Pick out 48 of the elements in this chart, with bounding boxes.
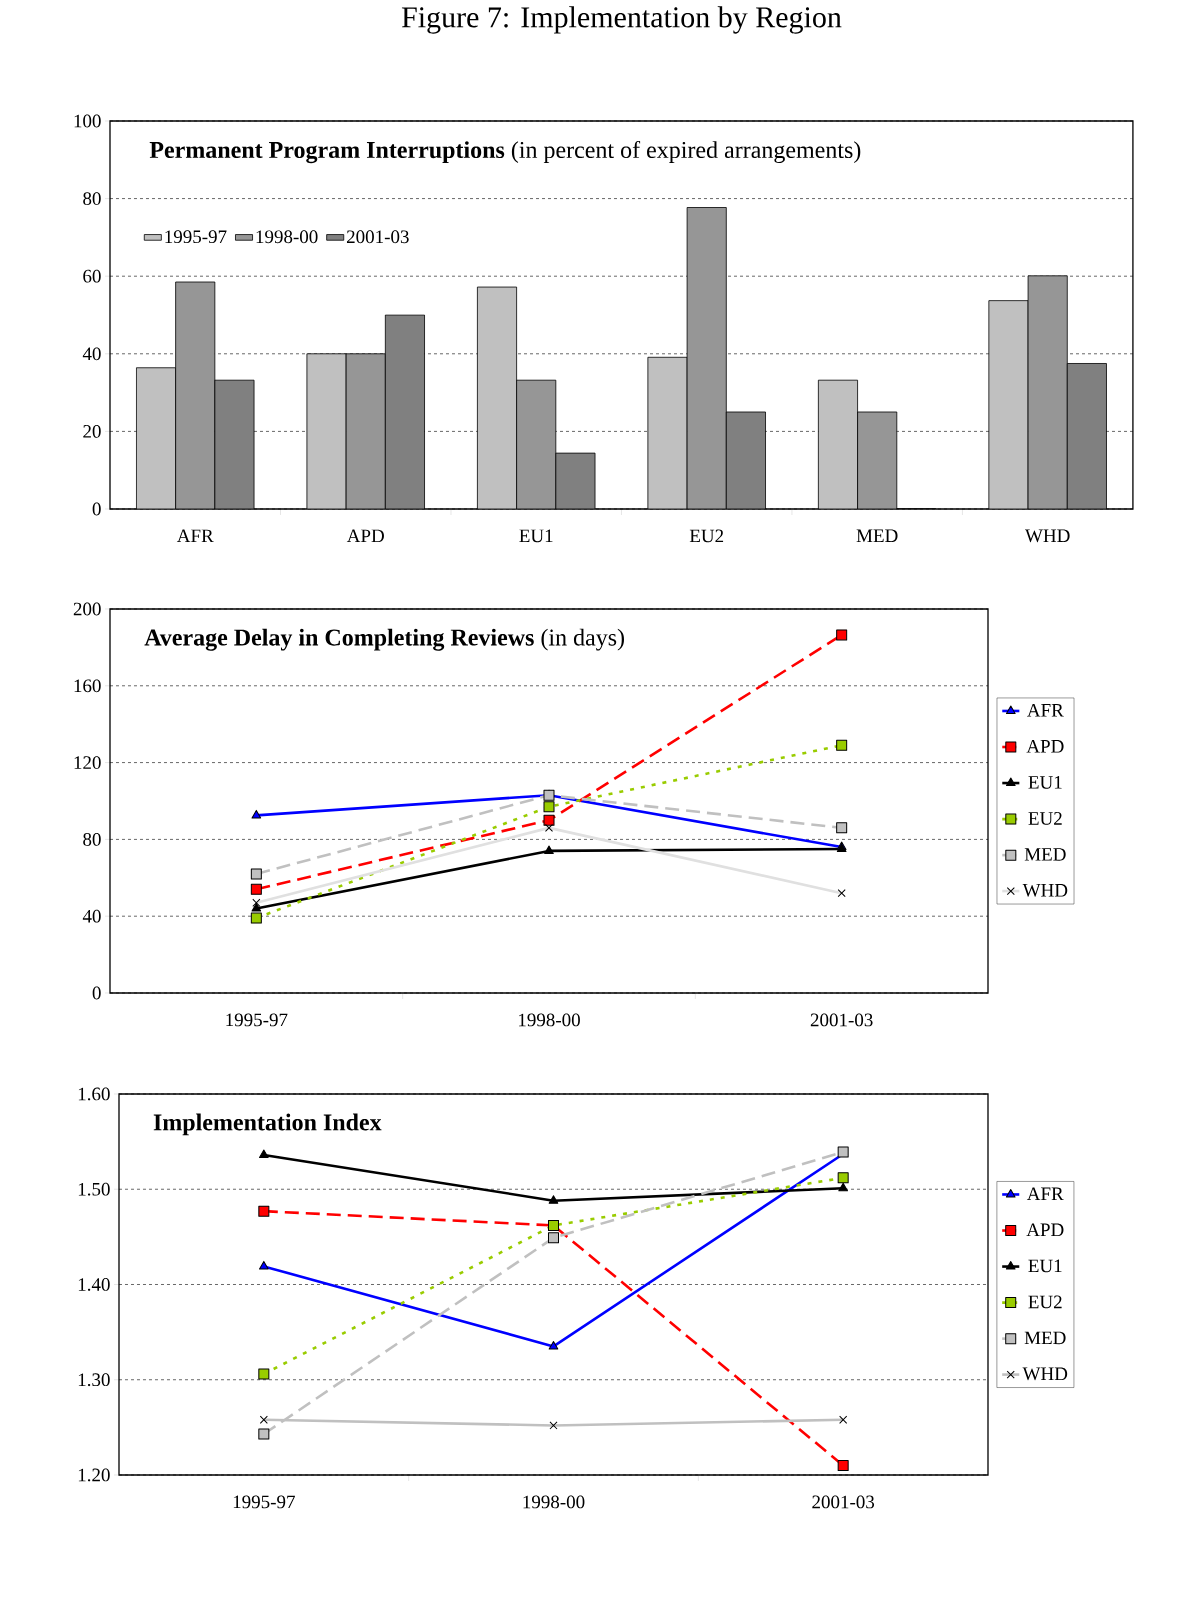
y-tick-label: 40: [82, 909, 101, 923]
y-tick-label: 160: [74, 679, 101, 693]
x-tick-label: 1995-97: [233, 1495, 295, 1509]
legend-label: MED: [1024, 848, 1066, 861]
y-tick-label: 100: [74, 114, 101, 128]
y-tick-label: 0: [92, 502, 101, 516]
legend-label: 1995-97: [165, 230, 227, 244]
legend-label: EU1: [1028, 776, 1062, 789]
legend-label: WHD: [1022, 884, 1068, 897]
legend-label: EU2: [1028, 812, 1062, 825]
x-tick-label: AFR: [176, 529, 214, 543]
x-tick-label: 1995-97: [226, 1013, 288, 1027]
y-tick-label: 0: [92, 986, 101, 1000]
y-tick-label: 1.30: [78, 1373, 110, 1387]
legend-label: AFR: [1026, 1187, 1064, 1200]
text: Implementation Index: [153, 1113, 382, 1136]
y-tick-label: 120: [74, 756, 101, 770]
legend-label: WHD: [1022, 1367, 1068, 1381]
legend-label: MED: [1024, 1331, 1066, 1345]
y-tick-label: 20: [83, 424, 101, 438]
x-tick-label: 1998-00: [523, 1495, 585, 1509]
x-tick-label: EU2: [689, 529, 724, 543]
y-tick-label: 60: [83, 269, 101, 283]
x-tick-label: MED: [856, 529, 898, 542]
text: Permanent Program Interruptions (in percent of expired arrangements): [149, 140, 861, 164]
legend-label: AFR: [1027, 703, 1064, 717]
y-tick-label: 1.50: [78, 1182, 110, 1196]
x-tick-label: EU1: [519, 529, 553, 543]
x-tick-label: WHD: [1025, 529, 1070, 543]
y-tick-label: 40: [82, 347, 101, 361]
y-tick-label: 80: [83, 832, 101, 846]
y-tick-label: 1.60: [78, 1087, 110, 1101]
x-tick-label: 2001-03: [810, 1013, 873, 1027]
y-tick-label: 80: [83, 192, 101, 205]
legend-label: APD: [1026, 740, 1064, 753]
legend-label: EU2: [1028, 1295, 1062, 1309]
y-tick-label: 1.20: [78, 1468, 110, 1482]
legend-label: EU1: [1028, 1259, 1062, 1273]
x-tick-label: 1998-00: [519, 1013, 580, 1027]
text: Average Delay in Completing Reviews (in days): [144, 628, 624, 651]
chart-title: Figure 7: Implementation by Region: [401, 6, 842, 34]
legend-label: 2001-03: [346, 230, 409, 244]
legend-label: 1998-00: [256, 230, 318, 244]
x-tick-label: APD: [346, 529, 384, 543]
legend-label: APD: [1026, 1223, 1064, 1237]
y-tick-label: 1.40: [78, 1278, 110, 1291]
x-tick-label: 2001-03: [812, 1495, 875, 1509]
y-tick-label: 200: [73, 602, 101, 616]
